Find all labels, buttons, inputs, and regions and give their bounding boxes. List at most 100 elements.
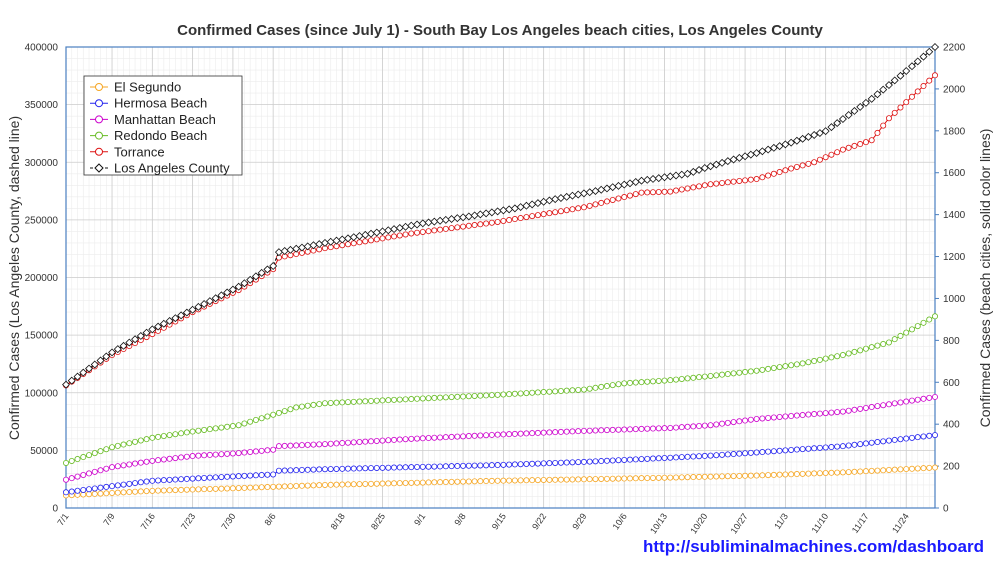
data-point bbox=[523, 214, 530, 221]
y-tick-label-left: 300000 bbox=[25, 158, 59, 169]
data-point bbox=[857, 141, 864, 148]
data-point bbox=[678, 375, 685, 382]
data-point bbox=[154, 322, 163, 331]
dashboard-link[interactable]: http://subliminalmachines.com/dashboard bbox=[643, 537, 984, 556]
data-point bbox=[178, 476, 185, 483]
data-point bbox=[339, 399, 346, 406]
data-point bbox=[747, 416, 754, 423]
data-point bbox=[667, 454, 674, 461]
data-point bbox=[897, 436, 904, 443]
data-point bbox=[247, 472, 254, 479]
data-point bbox=[632, 379, 639, 386]
y-tick-label-right: 800 bbox=[943, 336, 960, 347]
data-point bbox=[442, 479, 449, 486]
data-point bbox=[799, 470, 806, 477]
data-point bbox=[137, 479, 144, 486]
x-tick-label: 7/30 bbox=[219, 511, 237, 531]
data-point bbox=[638, 456, 645, 463]
data-point bbox=[621, 426, 628, 433]
data-point bbox=[690, 423, 697, 430]
data-point bbox=[557, 388, 564, 395]
plot-frame bbox=[65, 46, 936, 509]
data-point bbox=[742, 417, 749, 424]
data-point bbox=[224, 485, 231, 492]
data-point bbox=[632, 426, 639, 433]
data-point bbox=[770, 414, 777, 421]
series-hermosa-beach bbox=[63, 432, 939, 496]
data-point bbox=[73, 372, 82, 381]
data-point bbox=[621, 194, 628, 201]
data-point bbox=[788, 362, 795, 369]
data-point bbox=[707, 372, 714, 379]
data-point bbox=[862, 468, 869, 475]
data-point bbox=[281, 408, 288, 415]
data-point bbox=[776, 413, 783, 420]
y-tick-label-left: 250000 bbox=[25, 215, 59, 226]
data-point bbox=[252, 416, 259, 423]
data-point bbox=[97, 484, 104, 491]
data-point bbox=[902, 67, 911, 75]
data-point bbox=[563, 459, 570, 466]
data-point bbox=[650, 425, 657, 432]
data-point bbox=[506, 431, 513, 438]
data-point bbox=[483, 462, 490, 469]
data-point bbox=[719, 451, 726, 458]
data-point bbox=[402, 231, 409, 238]
y-tick-label-right: 1000 bbox=[943, 294, 966, 305]
data-point bbox=[695, 165, 704, 174]
data-point bbox=[811, 445, 818, 452]
data-point bbox=[229, 450, 236, 457]
data-point bbox=[402, 464, 409, 471]
data-point bbox=[926, 464, 933, 471]
data-point bbox=[569, 206, 576, 213]
data-point bbox=[251, 272, 260, 281]
data-point bbox=[500, 477, 507, 484]
data-point bbox=[269, 262, 278, 270]
data-point bbox=[529, 477, 536, 484]
data-point bbox=[844, 111, 853, 119]
data-point bbox=[431, 434, 438, 441]
data-point bbox=[580, 386, 587, 393]
data-point bbox=[454, 393, 461, 400]
data-point bbox=[471, 478, 478, 485]
data-point bbox=[298, 466, 305, 473]
data-point bbox=[396, 480, 403, 487]
data-point bbox=[626, 475, 633, 482]
data-point bbox=[580, 427, 587, 434]
data-point bbox=[667, 188, 674, 195]
data-point bbox=[419, 435, 426, 442]
data-point bbox=[661, 188, 668, 195]
data-point bbox=[891, 466, 898, 473]
data-point bbox=[615, 426, 622, 433]
data-point bbox=[769, 143, 778, 152]
data-point bbox=[252, 472, 259, 479]
data-point bbox=[908, 434, 915, 441]
x-tick-label: 8/25 bbox=[369, 511, 387, 531]
data-point bbox=[385, 397, 392, 404]
data-point bbox=[667, 377, 674, 384]
data-point bbox=[908, 62, 916, 71]
data-point bbox=[119, 341, 128, 350]
data-point bbox=[281, 467, 288, 474]
data-point bbox=[845, 407, 852, 414]
data-point bbox=[793, 412, 800, 419]
data-point bbox=[839, 352, 846, 359]
data-point bbox=[586, 476, 593, 483]
data-point bbox=[414, 479, 421, 486]
data-point bbox=[851, 441, 858, 448]
data-point bbox=[234, 282, 243, 291]
data-point bbox=[839, 443, 846, 450]
data-point bbox=[321, 481, 328, 488]
data-point bbox=[368, 438, 375, 445]
data-point bbox=[765, 365, 772, 372]
data-point bbox=[799, 162, 806, 169]
data-point bbox=[189, 428, 196, 435]
data-point bbox=[252, 448, 259, 455]
data-point bbox=[626, 379, 633, 386]
data-point bbox=[229, 473, 236, 480]
data-point bbox=[552, 429, 559, 436]
data-point bbox=[275, 409, 282, 416]
data-point bbox=[862, 345, 869, 352]
data-point bbox=[914, 434, 921, 441]
data-point bbox=[160, 433, 167, 440]
